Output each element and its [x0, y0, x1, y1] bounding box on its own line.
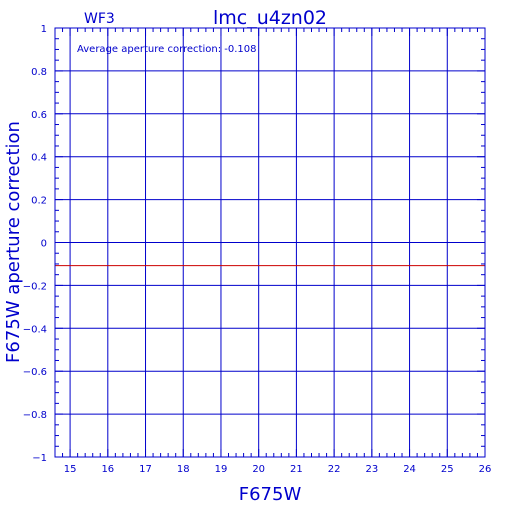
x-tick-label: 20	[252, 464, 265, 475]
x-tick-label: 26	[479, 464, 492, 475]
chart-title: lmc_u4zn02	[213, 7, 327, 29]
grid	[55, 27, 486, 458]
y-tick-label: −0.6	[23, 367, 47, 378]
y-tick-label: −0.2	[23, 281, 47, 292]
x-tick-label: 16	[101, 464, 114, 475]
x-tick-label: 21	[290, 464, 303, 475]
y-tick-label: 0.2	[31, 196, 47, 207]
y-tick-label: 0.4	[31, 153, 47, 164]
y-tick-label: 0.8	[31, 67, 47, 78]
y-tick-label: 1	[41, 24, 47, 35]
x-tick-label: 22	[328, 464, 341, 475]
x-tick-labels: 15 16 17 18 19 20 21 22 23 24 25 26	[64, 464, 492, 475]
x-tick-label: 25	[441, 464, 454, 475]
y-tick-label: −1	[32, 453, 47, 464]
x-tick-label: 19	[215, 464, 228, 475]
y-axis-label: F675W aperture correction	[3, 121, 24, 363]
x-tick-label: 23	[365, 464, 378, 475]
y-tick-label: −0.8	[23, 410, 47, 421]
y-tick-label: 0	[41, 239, 47, 250]
x-tick-label: 15	[64, 464, 77, 475]
y-tick-label: −0.4	[23, 324, 47, 335]
x-tick-label: 18	[177, 464, 190, 475]
plot-frame	[54, 27, 486, 458]
x-tick-label: 17	[139, 464, 152, 475]
chart-subtitle: WF3	[84, 11, 115, 27]
y-tick-labels: −1 −0.8 −0.6 −0.4 −0.2 0 0.2 0.4 0.6 0.8 1	[23, 24, 47, 464]
y-tick-label: 0.6	[31, 110, 47, 121]
x-axis-label: F675W	[239, 484, 302, 505]
annotation: Average aperture correction: -0.108	[77, 44, 257, 55]
x-tick-label: 24	[403, 464, 416, 475]
